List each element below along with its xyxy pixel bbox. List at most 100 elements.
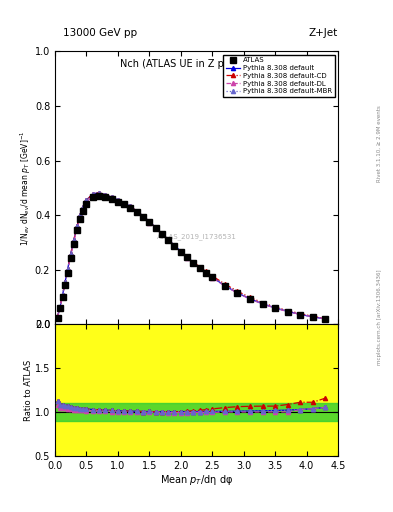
- Pythia 8.308 default-CD: [172, 243, 177, 249]
- X-axis label: Mean $p_T$/dη dφ: Mean $p_T$/dη dφ: [160, 473, 233, 487]
- Pythia 8.308 default-MBR: [160, 230, 164, 237]
- Pythia 8.308 default-DL: [248, 296, 252, 302]
- Pythia 8.308 default: [153, 224, 158, 230]
- Pythia 8.308 default-CD: [210, 273, 215, 279]
- Pythia 8.308 default-MBR: [81, 204, 86, 210]
- Pythia 8.308 default-MBR: [248, 296, 252, 302]
- Pythia 8.308 default-CD: [197, 264, 202, 270]
- ATLAS: [116, 199, 120, 205]
- Pythia 8.308 default: [323, 316, 328, 322]
- Pythia 8.308 default-MBR: [197, 265, 202, 271]
- Pythia 8.308 default: [81, 204, 86, 210]
- Pythia 8.308 default-CD: [122, 200, 127, 206]
- Pythia 8.308 default-CD: [75, 223, 79, 229]
- Pythia 8.308 default-MBR: [285, 308, 290, 314]
- Pythia 8.308 default-MBR: [323, 316, 328, 322]
- ATLAS: [78, 216, 83, 222]
- Pythia 8.308 default-CD: [128, 203, 133, 209]
- ATLAS: [298, 312, 303, 318]
- Pythia 8.308 default-MBR: [204, 269, 208, 275]
- Pythia 8.308 default-DL: [63, 280, 68, 286]
- Pythia 8.308 default: [122, 200, 127, 206]
- Pythia 8.308 default: [248, 296, 252, 302]
- Pythia 8.308 default-CD: [65, 266, 70, 272]
- Pythia 8.308 default-DL: [81, 206, 86, 212]
- Pythia 8.308 default: [160, 230, 164, 237]
- Pythia 8.308 default-DL: [60, 293, 65, 299]
- Pythia 8.308 default-MBR: [185, 254, 189, 260]
- ATLAS: [197, 265, 202, 271]
- Pythia 8.308 default-DL: [185, 255, 189, 261]
- Pythia 8.308 default: [63, 279, 68, 285]
- Pythia 8.308 default-MBR: [58, 304, 62, 310]
- Pythia 8.308 default-MBR: [153, 224, 158, 230]
- Text: ATLAS_2019_I1736531: ATLAS_2019_I1736531: [156, 233, 237, 241]
- Text: mcplots.cern.ch [arXiv:1306.3436]: mcplots.cern.ch [arXiv:1306.3436]: [377, 270, 382, 365]
- ATLAS: [55, 314, 60, 321]
- Pythia 8.308 default-DL: [210, 275, 215, 281]
- Pythia 8.308 default: [97, 190, 101, 196]
- Line: Pythia 8.308 default-MBR: Pythia 8.308 default-MBR: [55, 190, 327, 321]
- Pythia 8.308 default-MBR: [122, 200, 127, 206]
- Pythia 8.308 default: [273, 305, 277, 311]
- Pythia 8.308 default: [109, 194, 114, 200]
- Pythia 8.308 default: [235, 290, 240, 296]
- Pythia 8.308 default-CD: [166, 237, 171, 243]
- Pythia 8.308 default-CD: [78, 212, 83, 218]
- Pythia 8.308 default: [72, 237, 76, 243]
- Pythia 8.308 default: [298, 311, 303, 317]
- Pythia 8.308 default-DL: [90, 193, 95, 199]
- Pythia 8.308 default-CD: [90, 191, 95, 197]
- Pythia 8.308 default-CD: [323, 315, 328, 322]
- ATLAS: [63, 282, 68, 288]
- ATLAS: [260, 301, 265, 307]
- Pythia 8.308 default-DL: [72, 239, 76, 245]
- Pythia 8.308 default: [260, 301, 265, 307]
- Line: ATLAS: ATLAS: [55, 193, 328, 322]
- Pythia 8.308 default-MBR: [191, 260, 196, 266]
- Pythia 8.308 default: [134, 208, 139, 214]
- Line: Pythia 8.308 default-DL: Pythia 8.308 default-DL: [55, 193, 327, 321]
- ATLAS: [204, 270, 208, 276]
- ATLAS: [90, 195, 95, 201]
- ATLAS: [81, 208, 86, 214]
- Line: Pythia 8.308 default-CD: Pythia 8.308 default-CD: [55, 190, 327, 321]
- Pythia 8.308 default-DL: [75, 225, 79, 231]
- Pythia 8.308 default-MBR: [97, 190, 101, 196]
- ATLAS: [235, 290, 240, 296]
- ATLAS: [58, 305, 62, 311]
- Pythia 8.308 default-CD: [68, 251, 73, 257]
- Pythia 8.308 default-DL: [141, 214, 145, 220]
- Pythia 8.308 default: [78, 212, 83, 218]
- Pythia 8.308 default-DL: [172, 243, 177, 249]
- ATLAS: [72, 241, 76, 247]
- Pythia 8.308 default-MBR: [222, 283, 227, 289]
- ATLAS: [222, 283, 227, 289]
- Text: 13000 GeV pp: 13000 GeV pp: [63, 28, 137, 38]
- Pythia 8.308 default-MBR: [310, 314, 315, 320]
- Pythia 8.308 default-CD: [60, 292, 65, 298]
- Pythia 8.308 default-MBR: [172, 243, 177, 249]
- Legend: ATLAS, Pythia 8.308 default, Pythia 8.308 default-CD, Pythia 8.308 default-DL, P: ATLAS, Pythia 8.308 default, Pythia 8.30…: [223, 55, 334, 97]
- Pythia 8.308 default-DL: [147, 220, 152, 226]
- Pythia 8.308 default: [147, 219, 152, 225]
- Pythia 8.308 default-DL: [97, 191, 101, 198]
- Pythia 8.308 default: [178, 248, 183, 254]
- Pythia 8.308 default-CD: [248, 294, 252, 301]
- Pythia 8.308 default: [55, 314, 60, 320]
- Pythia 8.308 default-MBR: [68, 251, 73, 257]
- ATLAS: [248, 296, 252, 302]
- ATLAS: [210, 274, 215, 281]
- Pythia 8.308 default-DL: [298, 311, 303, 317]
- Bar: [55, 403, 338, 421]
- Pythia 8.308 default-CD: [81, 204, 86, 210]
- Pythia 8.308 default: [75, 223, 79, 229]
- Pythia 8.308 default: [90, 191, 95, 197]
- Pythia 8.308 default: [84, 197, 89, 203]
- Pythia 8.308 default-CD: [185, 253, 189, 260]
- ATLAS: [310, 314, 315, 320]
- Pythia 8.308 default-MBR: [75, 223, 79, 229]
- Pythia 8.308 default-CD: [109, 194, 114, 200]
- ATLAS: [122, 201, 127, 207]
- ATLAS: [160, 231, 164, 237]
